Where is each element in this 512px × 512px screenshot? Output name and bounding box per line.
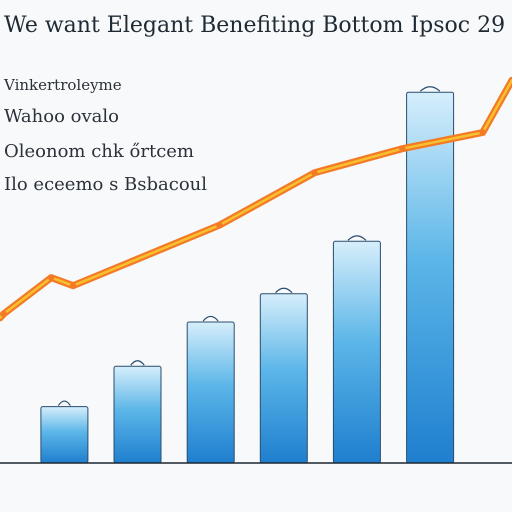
trend-point-7: [479, 129, 486, 136]
bar-5: [332, 240, 381, 464]
bar-2: [113, 365, 162, 464]
bar-3: [186, 321, 235, 464]
bar-cap-5: [347, 235, 367, 241]
bar-cap-6: [419, 86, 441, 92]
chart-title: We want Elegant Benefiting Bottom Ipsoc …: [4, 13, 505, 38]
bar-cap-1: [57, 400, 71, 406]
trend-point-1: [0, 310, 7, 318]
annotation-line-2: Wahoo ovalo: [4, 106, 119, 127]
annotation-line-1: Vinkertroleyme: [3, 76, 122, 94]
bar-1: [40, 406, 89, 464]
bar-cap-2: [130, 360, 145, 366]
trend-point-6: [399, 145, 406, 152]
bar-4: [259, 293, 308, 464]
line-series: [0, 76, 512, 322]
trend-point-2: [48, 274, 55, 281]
trend-point-5: [311, 169, 318, 176]
bar-cap-3: [202, 315, 219, 322]
bar-cap-4: [275, 287, 293, 294]
annotation-block: Vinkertroleyme Wahoo ovalo Oleonom chk ő…: [3, 76, 207, 195]
annotation-line-3: Oleonom chk őrtcem: [4, 141, 194, 162]
annotation-line-4: Ilo eceemo s Bsbacoul: [4, 174, 207, 195]
trend-point-4: [216, 222, 223, 229]
trend-point-3: [69, 282, 77, 289]
